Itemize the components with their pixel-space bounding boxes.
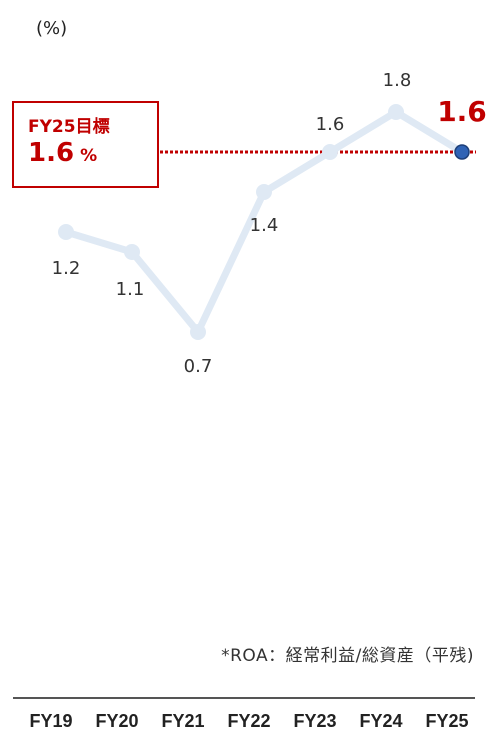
x-tick-labels-layer: FY19 FY20 FY21 FY22 FY23 FY24 FY25: [29, 711, 468, 731]
x-tick-fy19: FY19: [29, 711, 72, 731]
data-label-fy19: 1.2: [52, 258, 81, 279]
x-axis-line: [13, 697, 475, 699]
data-point-fy25: [454, 144, 470, 160]
x-tick-fy22: FY22: [227, 711, 270, 731]
data-point-fy23: [322, 144, 338, 160]
x-tick-fy20: FY20: [95, 711, 138, 731]
data-label-fy20: 1.1: [116, 279, 145, 300]
x-tick-fy25: FY25: [425, 711, 468, 731]
x-tick-fy24: FY24: [359, 711, 402, 731]
data-points-layer: [58, 104, 470, 340]
data-point-fy22: [256, 184, 272, 200]
data-labels-layer: 1.2 1.1 0.7 1.4 1.6 1.8 1.6: [52, 70, 487, 377]
roa-footnote: *ROA：経常利益/総資産（平残): [221, 646, 474, 666]
data-point-fy21: [190, 324, 206, 340]
target-title: FY25目標: [28, 117, 110, 137]
fy25-target-box: FY25目標 1.6%: [12, 101, 159, 188]
data-point-fy20: [124, 244, 140, 260]
target-unit: %: [80, 146, 98, 166]
data-point-fy24: [388, 104, 404, 120]
target-value: 1.6: [28, 138, 75, 168]
data-label-fy25: 1.6: [437, 95, 487, 128]
data-label-fy23: 1.6: [316, 114, 345, 135]
data-label-fy24: 1.8: [383, 70, 412, 91]
unit-label: (%): [36, 18, 68, 39]
x-tick-fy23: FY23: [293, 711, 336, 731]
data-label-fy22: 1.4: [250, 215, 279, 236]
x-tick-fy21: FY21: [161, 711, 204, 731]
data-point-fy19: [58, 224, 74, 240]
data-label-fy21: 0.7: [184, 356, 213, 377]
